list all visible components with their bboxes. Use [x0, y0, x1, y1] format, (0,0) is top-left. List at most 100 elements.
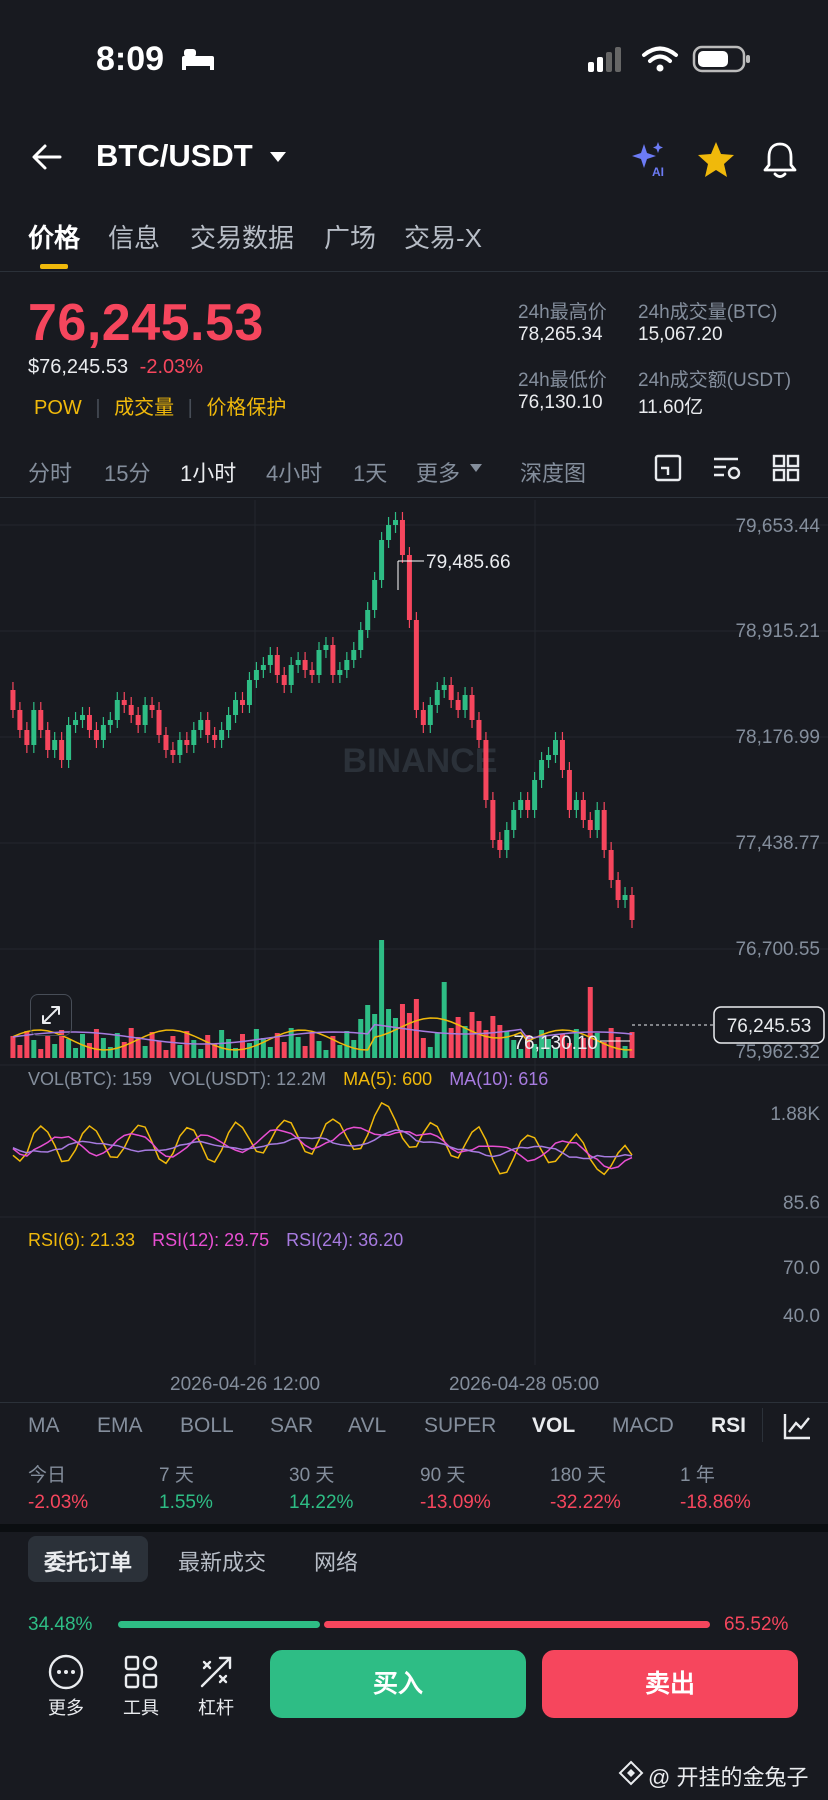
candlestick-chart[interactable]: BINANCE 79,485.66 76,130.10 76,245.53	[0, 500, 828, 1380]
ind-avl[interactable]: AVL	[348, 1414, 387, 1437]
candle	[219, 730, 225, 740]
volume-bar	[462, 1026, 468, 1058]
ind-rsi[interactable]: RSI	[711, 1414, 747, 1437]
candle	[608, 850, 614, 880]
section-gap	[0, 1524, 828, 1532]
chevron-down-icon[interactable]	[268, 150, 288, 164]
tf-1d[interactable]: 1天	[353, 461, 388, 486]
tab-open-orders[interactable]: 委托订单	[44, 1550, 133, 1575]
divider	[762, 1408, 763, 1442]
fullscreen-button[interactable]	[30, 994, 72, 1036]
volume-bar	[281, 1042, 287, 1058]
perf-value: 1.55%	[159, 1492, 213, 1513]
candle	[448, 685, 454, 700]
tools-icon[interactable]	[121, 1652, 161, 1692]
pair-title[interactable]: BTC/USDT	[96, 138, 253, 173]
tf-line[interactable]: 分时	[28, 461, 73, 486]
tag-volume[interactable]: 成交量	[114, 397, 175, 419]
perf-label: 7 天	[159, 1465, 194, 1486]
low-marker: 76,130.10	[513, 1033, 598, 1054]
stat-high-label: 24h最高价	[518, 302, 607, 323]
tab-square[interactable]: 广场	[324, 223, 377, 253]
volume-bar	[323, 1050, 329, 1058]
chart-settings-icon[interactable]	[654, 454, 682, 482]
candle	[177, 740, 183, 755]
watermark-binance: BINANCE	[343, 742, 498, 780]
candle	[142, 705, 148, 725]
more-chevron-icon[interactable]	[468, 462, 484, 474]
order-ratio-bar	[118, 1621, 710, 1628]
ind-boll[interactable]: BOLL	[180, 1414, 234, 1437]
candle	[358, 630, 364, 650]
ratio-sell-fill	[324, 1621, 710, 1628]
volume-bar	[93, 1029, 99, 1058]
ind-ema[interactable]: EMA	[97, 1414, 143, 1437]
candle	[566, 770, 572, 810]
volume-bar	[316, 1041, 322, 1058]
grid-layout-icon[interactable]	[772, 454, 800, 482]
more-label[interactable]: 更多	[48, 1698, 84, 1718]
volume-bar	[573, 1029, 579, 1058]
battery-icon	[692, 45, 750, 73]
vol-ma5-legend: MA(5): 600	[343, 1069, 433, 1089]
candle	[379, 540, 385, 580]
indicator-settings-icon[interactable]	[712, 454, 742, 482]
indicator-chart-icon[interactable]	[782, 1412, 812, 1440]
volume-bar	[469, 1012, 475, 1058]
tools-label[interactable]: 工具	[123, 1698, 159, 1718]
leverage-icon[interactable]	[196, 1652, 236, 1692]
ind-vol[interactable]: VOL	[532, 1414, 576, 1437]
ind-super[interactable]: SUPER	[424, 1414, 497, 1437]
candle	[212, 735, 218, 740]
candle	[10, 690, 16, 710]
tf-more[interactable]: 更多	[416, 461, 461, 486]
volume-bar	[205, 1035, 211, 1058]
ai-sparkle-icon[interactable]: AI	[630, 140, 670, 180]
volume-bar	[399, 1004, 405, 1058]
tab-latest-trades[interactable]: 最新成交	[178, 1550, 267, 1575]
expand-icon	[42, 1006, 60, 1024]
tf-15m[interactable]: 15分	[104, 461, 151, 486]
star-icon[interactable]	[696, 140, 736, 178]
volume-bar	[73, 1048, 79, 1058]
candle	[580, 800, 586, 820]
usd-price-value: $76,245.53	[28, 356, 129, 378]
more-dots-icon[interactable]	[46, 1652, 86, 1692]
stat-high-value: 78,265.34	[518, 324, 603, 345]
tab-trading-data[interactable]: 交易数据	[190, 223, 295, 253]
candle	[393, 520, 399, 525]
leverage-label[interactable]: 杠杆	[198, 1698, 234, 1718]
tab-network[interactable]: 网络	[314, 1550, 359, 1575]
candle	[406, 555, 412, 620]
volume-bar	[539, 1030, 545, 1058]
buy-button[interactable]: 买入	[270, 1650, 526, 1718]
tab-info[interactable]: 信息	[108, 223, 161, 253]
bell-icon[interactable]	[762, 140, 798, 180]
candle	[156, 710, 162, 735]
volume-bar	[434, 1033, 440, 1058]
volume-bar	[552, 1048, 558, 1058]
tf-depth[interactable]: 深度图	[520, 461, 587, 486]
volume-bar	[448, 1028, 454, 1058]
tab-trade-x[interactable]: 交易-X	[404, 223, 483, 253]
tab-price[interactable]: 价格	[28, 223, 81, 253]
candle	[413, 620, 419, 710]
ind-macd[interactable]: MACD	[612, 1414, 674, 1437]
candle	[573, 800, 579, 810]
stat-vol-btc-label: 24h成交量(BTC)	[638, 302, 778, 323]
volume-bar	[66, 1039, 72, 1058]
back-arrow-icon[interactable]	[30, 142, 64, 172]
ind-ma[interactable]: MA	[28, 1414, 60, 1437]
candle	[462, 695, 468, 710]
tag-price-protection[interactable]: 价格保护	[206, 397, 287, 419]
tf-4h[interactable]: 4小时	[266, 461, 323, 486]
wifi-icon	[642, 46, 678, 72]
sell-button[interactable]: 卖出	[542, 1650, 798, 1718]
stat-low-label: 24h最低价	[518, 370, 607, 391]
tag-pow[interactable]: POW	[34, 397, 82, 419]
rsi-legend: RSI(6): 21.33 RSI(12): 29.75 RSI(24): 36…	[28, 1230, 403, 1251]
candle	[302, 660, 308, 670]
candle	[615, 880, 621, 900]
ind-sar[interactable]: SAR	[270, 1414, 314, 1437]
tf-1h[interactable]: 1小时	[180, 461, 237, 486]
